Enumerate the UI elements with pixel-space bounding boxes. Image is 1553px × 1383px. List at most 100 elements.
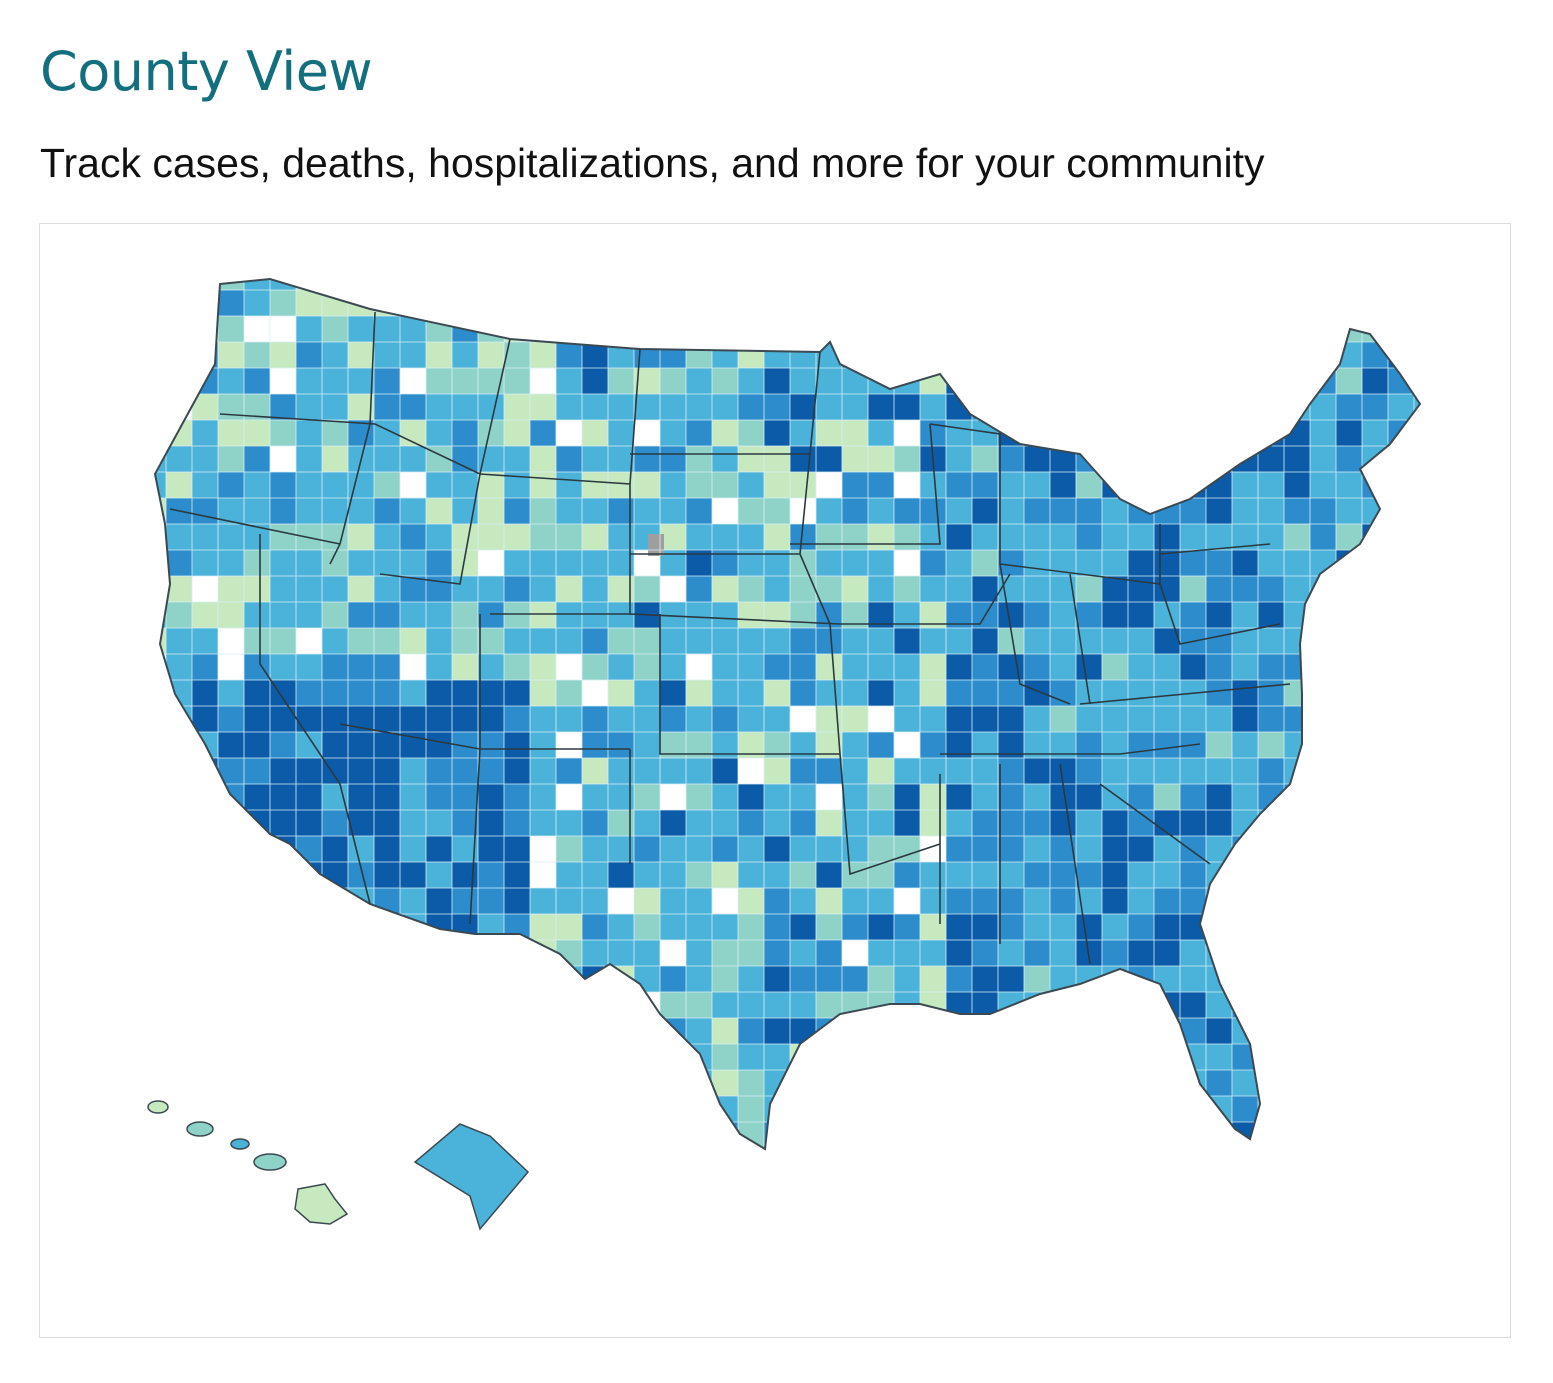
county-cell xyxy=(270,732,296,758)
county-cell xyxy=(1050,1096,1076,1122)
county-cell xyxy=(1310,940,1336,966)
county-cell xyxy=(1258,1096,1284,1122)
county-cell xyxy=(504,394,530,420)
county-cell xyxy=(322,836,348,862)
county-cell xyxy=(155,602,166,628)
county-cell xyxy=(764,394,790,420)
county-cell xyxy=(868,940,894,966)
county-cell xyxy=(660,992,686,1018)
county-cell xyxy=(1128,279,1154,290)
county-cell xyxy=(608,680,634,706)
county-cell xyxy=(1414,1044,1420,1070)
county-cell xyxy=(155,1070,166,1096)
county-cell xyxy=(920,524,946,550)
county-cell xyxy=(296,368,322,394)
county-cell xyxy=(920,1096,946,1122)
county-cell xyxy=(608,1096,634,1122)
county-cell xyxy=(1154,758,1180,784)
county-cell xyxy=(1414,446,1420,472)
county-cell xyxy=(1206,602,1232,628)
county-cell xyxy=(504,498,530,524)
county-cell xyxy=(504,888,530,914)
county-cell xyxy=(1414,784,1420,810)
county-cell xyxy=(192,628,218,654)
county-cell xyxy=(920,810,946,836)
county-cell xyxy=(530,498,556,524)
county-cell xyxy=(1154,836,1180,862)
county-cell xyxy=(738,706,764,732)
county-cell xyxy=(348,342,374,368)
county-cell xyxy=(1310,706,1336,732)
county-cell xyxy=(1024,342,1050,368)
county-cell xyxy=(1232,888,1258,914)
county-cell xyxy=(478,914,504,940)
county-cell xyxy=(270,1122,296,1148)
county-cell xyxy=(1154,472,1180,498)
county-cell xyxy=(660,1096,686,1122)
county-choropleth-map[interactable] xyxy=(40,224,1510,1337)
county-cell xyxy=(1362,914,1388,940)
county-cell xyxy=(660,446,686,472)
county-cell xyxy=(1128,368,1154,394)
county-cell xyxy=(452,524,478,550)
county-cell xyxy=(1024,576,1050,602)
county-cell xyxy=(1154,1070,1180,1096)
county-cell xyxy=(400,758,426,784)
county-cell xyxy=(296,1070,322,1096)
county-cell xyxy=(374,602,400,628)
county-cell xyxy=(530,914,556,940)
county-cell xyxy=(244,472,270,498)
county-cell xyxy=(1284,342,1310,368)
county-cell xyxy=(530,420,556,446)
county-cell xyxy=(1284,810,1310,836)
county-cell xyxy=(556,1018,582,1044)
county-cell xyxy=(530,316,556,342)
county-cell xyxy=(1232,290,1258,316)
county-cell xyxy=(374,732,400,758)
county-cell xyxy=(738,1044,764,1070)
county-cell xyxy=(1128,888,1154,914)
county-cell xyxy=(582,680,608,706)
county-cell xyxy=(686,472,712,498)
county-cell xyxy=(374,836,400,862)
county-cell xyxy=(426,550,452,576)
county-cell xyxy=(1206,706,1232,732)
county-cell xyxy=(1284,1122,1310,1148)
county-cell xyxy=(842,550,868,576)
county-cell xyxy=(946,654,972,680)
county-cell xyxy=(504,758,530,784)
county-cell xyxy=(1284,576,1310,602)
county-cell xyxy=(478,368,504,394)
county-cell xyxy=(1050,279,1076,290)
county-cell xyxy=(1388,1018,1414,1044)
county-cell xyxy=(1388,524,1414,550)
county-cell xyxy=(998,966,1024,992)
county-cell xyxy=(218,342,244,368)
county-cell xyxy=(296,706,322,732)
county-cell xyxy=(1128,394,1154,420)
county-cell xyxy=(244,784,270,810)
county-cell xyxy=(582,1148,608,1149)
county-cell xyxy=(556,628,582,654)
county-cell xyxy=(712,602,738,628)
county-cell xyxy=(868,914,894,940)
county-cell xyxy=(1206,394,1232,420)
county-cell xyxy=(374,1070,400,1096)
county-cell xyxy=(1024,290,1050,316)
county-cell xyxy=(1258,472,1284,498)
county-cell xyxy=(166,550,192,576)
county-cell xyxy=(946,836,972,862)
county-cell xyxy=(842,279,868,290)
county-cell xyxy=(478,888,504,914)
county-cell xyxy=(155,279,166,290)
county-cell xyxy=(1388,680,1414,706)
county-cell xyxy=(296,316,322,342)
county-cell xyxy=(920,550,946,576)
county-cell xyxy=(1102,1122,1128,1148)
county-cell xyxy=(155,706,166,732)
county-cell xyxy=(1414,1096,1420,1122)
county-cell xyxy=(686,576,712,602)
county-cell xyxy=(166,888,192,914)
county-cell xyxy=(816,1070,842,1096)
county-cell xyxy=(1414,524,1420,550)
